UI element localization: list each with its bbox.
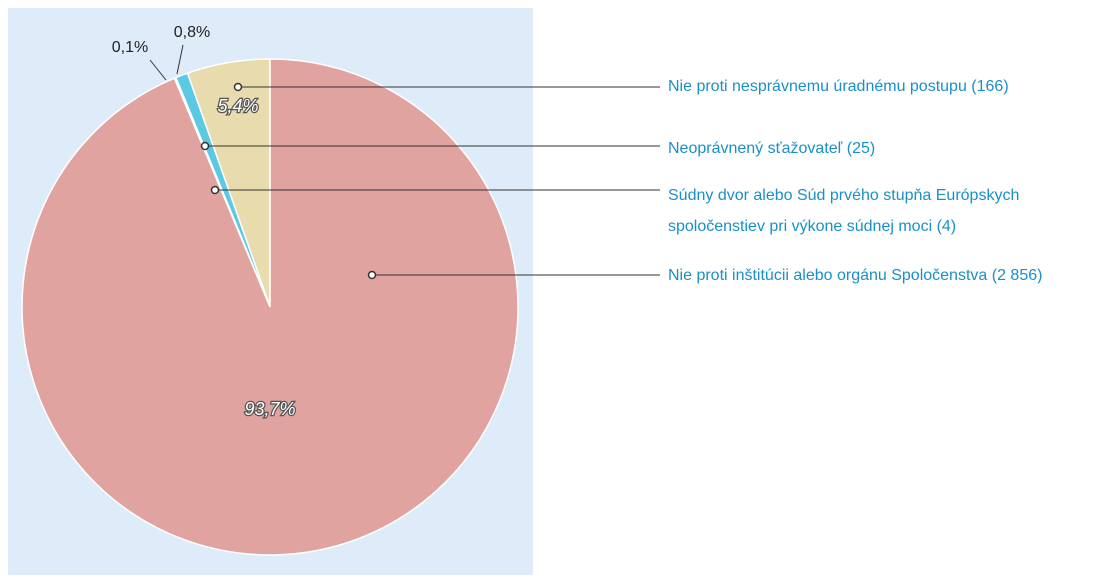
legend-label: Neoprávnený sťažovateľ (25) [668,140,876,157]
label-leader [149,59,167,81]
legend-label: Nie proti inštitúcii alebo orgánu Spoloč… [668,267,1043,284]
value-label: 5,4% [217,96,258,116]
legend-dot [233,82,243,92]
label-leader [176,44,184,75]
legend-label: Nie proti nesprávnemu úradnému postupu (… [668,78,1009,95]
value-label: 0,1% [112,39,148,56]
legend-label: Súdny dvor alebo Súd prvého stupňa Európ… [668,187,1020,235]
value-label: 0,8% [174,24,210,41]
pie-slice [21,58,519,556]
legend-dot [210,185,220,195]
value-label: 93,7% [244,399,295,419]
legend-dot [367,270,377,280]
legend-dot [200,141,210,151]
